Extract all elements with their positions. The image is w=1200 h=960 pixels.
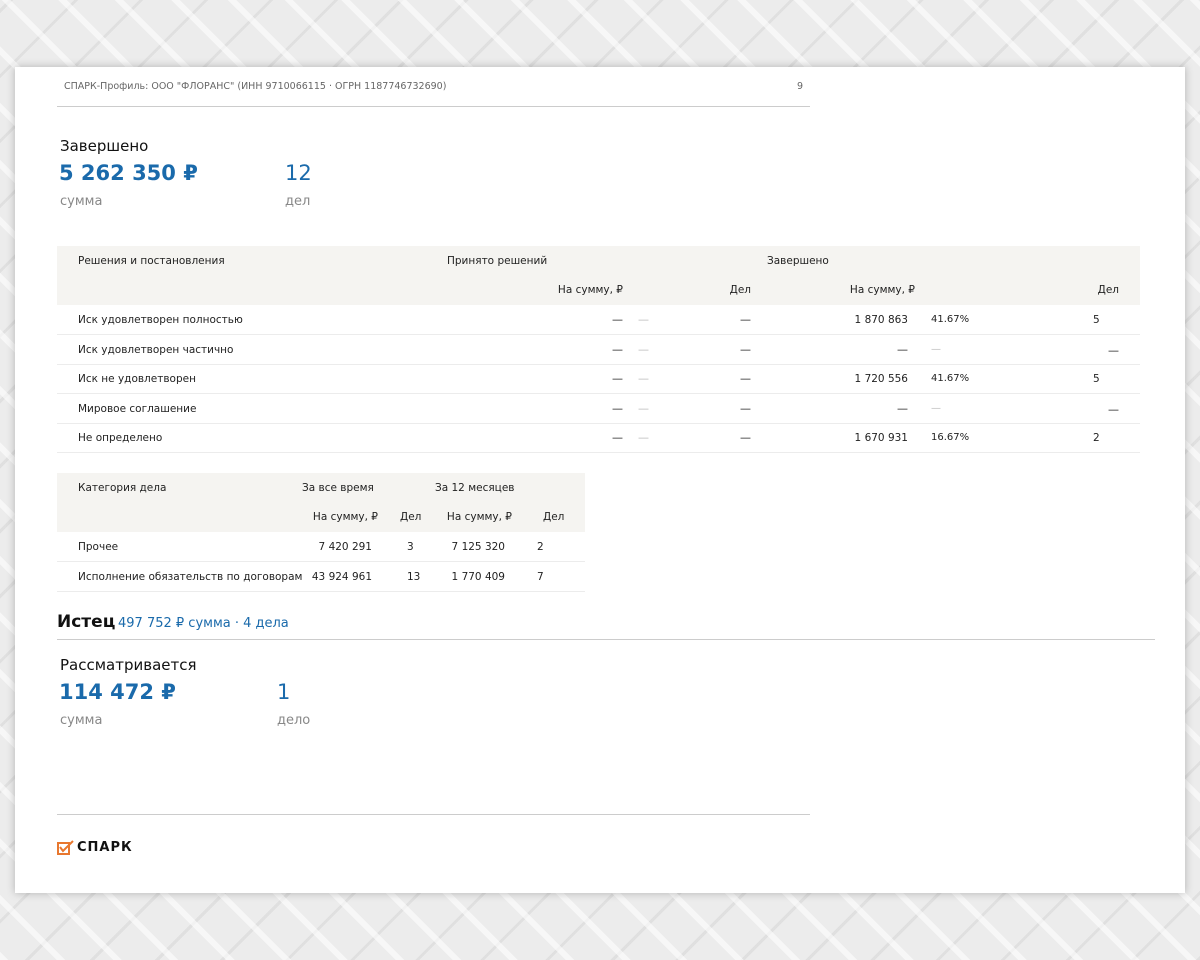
row-label: Не определено [78, 432, 163, 445]
completed-pct: — [931, 402, 941, 414]
col-completed-sum: На сумму, ₽ [849, 284, 915, 296]
all-sum[interactable]: 7 420 291 [318, 541, 372, 553]
spark-logo: СПАРК [57, 840, 133, 855]
col-category: Категория дела [78, 482, 167, 494]
accepted-count: — [740, 313, 751, 326]
all-count[interactable]: 3 [407, 541, 414, 553]
12m-sum[interactable]: 1 770 409 [451, 570, 505, 583]
all-sum[interactable]: 43 924 961 [311, 570, 372, 583]
accepted-sum: — [612, 431, 623, 445]
accepted-pct: — [638, 313, 649, 326]
completed-count[interactable]: 2 [1093, 432, 1100, 445]
completed-title: Завершено [60, 137, 149, 155]
12m-count[interactable]: 2 [537, 541, 544, 553]
completed-pct: — [931, 343, 941, 355]
accepted-sum: — [612, 313, 623, 326]
table-row: Исполнение обязательств по договорам 43 … [15, 562, 1185, 592]
row-label: Иск не удовлетворен [78, 373, 196, 386]
completed-sum: 5 262 350 ₽ [59, 161, 198, 185]
col-accepted-count: Дел [729, 284, 751, 296]
category-table-header [57, 473, 585, 532]
completed-count-label: дел [285, 194, 311, 209]
row-label: Мировое соглашение [78, 402, 197, 415]
row-label: Исполнение обязательств по договорам [78, 570, 303, 583]
table-row: Иск не удовлетворен — — — 1 720 556 41.6… [15, 364, 1185, 395]
completed-sum: — [897, 401, 908, 415]
all-count[interactable]: 13 [407, 570, 421, 583]
completed-count: 12 [285, 161, 312, 185]
accepted-count: — [740, 342, 751, 356]
table-row: Мировое соглашение — — — — — — [15, 394, 1185, 424]
plaintiff-title: Истец [57, 612, 116, 632]
accepted-pct: — [638, 401, 649, 415]
col-all-time: За все время [302, 482, 374, 494]
page-number: 9 [797, 81, 804, 92]
completed-sum[interactable]: 1 670 931 [854, 432, 908, 445]
12m-sum[interactable]: 7 125 320 [451, 541, 505, 553]
completed-sum[interactable]: 1 870 863 [854, 314, 908, 326]
table-row: Иск удовлетворен частично — — — — — — [15, 335, 1185, 365]
col-12-months: За 12 месяцев [435, 482, 515, 494]
completed-count[interactable]: 5 [1093, 373, 1100, 386]
checkbox-logo-icon [57, 840, 74, 855]
pending-count-label: дело [277, 713, 311, 728]
completed-pct: 16.67% [931, 432, 970, 444]
completed-sum[interactable]: 1 720 556 [854, 373, 908, 386]
col-12-count: Дел [543, 511, 565, 523]
completed-count: — [1108, 343, 1119, 357]
row-label: Прочее [78, 541, 119, 553]
page-header-title: СПАРК-Профиль: ООО "ФЛОРАНС" (ИНН 971006… [64, 81, 447, 92]
completed-count: — [1108, 402, 1119, 416]
col-12-sum: На сумму, ₽ [446, 511, 512, 523]
completed-sum-label: сумма [60, 194, 103, 209]
col-completed-count: Дел [1097, 284, 1119, 296]
header-divider [57, 106, 810, 107]
logo-text: СПАРК [77, 840, 133, 855]
col-all-sum: На сумму, ₽ [312, 511, 378, 523]
accepted-sum: — [612, 372, 623, 386]
pending-title: Рассматривается [60, 656, 197, 674]
plaintiff-summary: 497 752 ₽ сумма · 4 дела [118, 616, 289, 631]
table-row: Не определено — — — 1 670 931 16.67% 2 [15, 423, 1185, 454]
footer-divider [57, 814, 810, 815]
col-accepted: Принято решений [447, 255, 548, 267]
pending-sum-label: сумма [60, 713, 103, 728]
accepted-pct: — [638, 342, 649, 356]
table-row: Прочее 7 420 291 3 7 125 320 2 [15, 532, 1185, 562]
accepted-sum: — [612, 401, 623, 415]
row-label: Иск удовлетворен полностью [78, 314, 243, 326]
completed-pct: 41.67% [931, 373, 970, 385]
accepted-pct: — [638, 431, 649, 445]
decisions-table-header [57, 246, 1140, 305]
plaintiff-divider [57, 639, 1155, 640]
accepted-count: — [740, 372, 751, 386]
pending-sum: 114 472 ₽ [59, 680, 176, 704]
row-label: Иск удовлетворен частично [78, 343, 234, 356]
col-all-count: Дел [400, 511, 422, 523]
table-row: Иск удовлетворен полностью — — — 1 870 8… [15, 305, 1185, 335]
accepted-pct: — [638, 372, 649, 386]
document-page: СПАРК-Профиль: ООО "ФЛОРАНС" (ИНН 971006… [15, 67, 1185, 893]
accepted-sum: — [612, 342, 623, 356]
accepted-count: — [740, 401, 751, 415]
col-decisions: Решения и постановления [78, 255, 225, 267]
12m-count[interactable]: 7 [537, 570, 544, 583]
accepted-count: — [740, 431, 751, 445]
pending-count: 1 [277, 680, 291, 704]
col-accepted-sum: На сумму, ₽ [557, 284, 623, 296]
col-completed: Завершено [767, 255, 829, 267]
completed-pct: 41.67% [931, 314, 970, 325]
completed-sum: — [897, 342, 908, 356]
completed-count[interactable]: 5 [1093, 314, 1100, 326]
